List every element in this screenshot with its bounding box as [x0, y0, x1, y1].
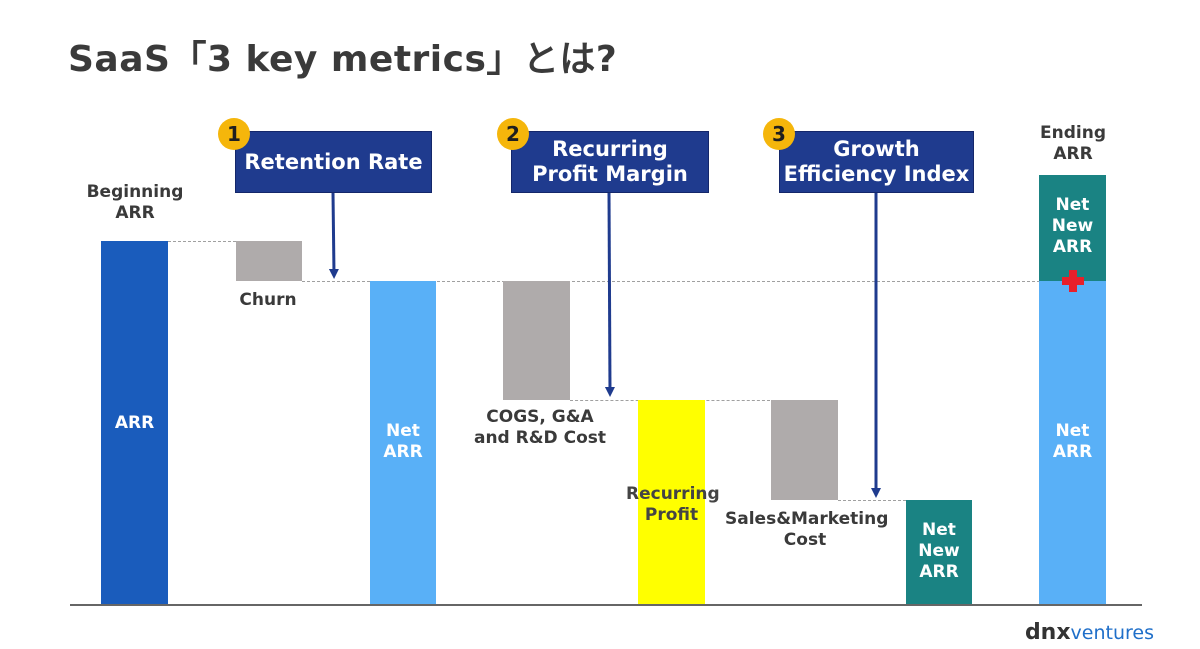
- recurring-profit-margin-callout: Recurring Profit Margin: [511, 131, 709, 193]
- logo-accent: ventures: [1070, 622, 1154, 644]
- connector-line: [302, 281, 1070, 282]
- ending-arr-label: Ending ARR: [1040, 123, 1106, 164]
- cogs-bar: [503, 281, 570, 400]
- beginning-arr-label: Beginning ARR: [86, 182, 184, 223]
- metric-3-badge: 3: [763, 118, 795, 150]
- retention-arrow: [328, 192, 339, 279]
- arr-bar-label: ARR: [114, 413, 155, 433]
- baseline: [70, 604, 1142, 606]
- plus-icon: [1062, 270, 1084, 292]
- connector-line: [168, 241, 236, 242]
- net-new-arr-bar-label: Net New ARR: [918, 520, 960, 582]
- sales-marketing-label: Sales&Marketing Cost: [725, 509, 889, 550]
- sales-marketing-bar: [771, 400, 838, 500]
- recurring-profit-bar-label: Recurring Profit: [626, 484, 720, 525]
- metric-2-badge: 2: [497, 118, 529, 150]
- retention-rate-callout: Retention Rate: [235, 131, 432, 193]
- ending-net-arr-bar-label: Net ARR: [1052, 421, 1093, 462]
- net-arr-bar-label: Net ARR: [383, 421, 423, 462]
- connector-line: [838, 500, 906, 501]
- churn-label: Churn: [239, 290, 297, 310]
- profit-margin-arrow: [604, 192, 615, 397]
- arr-bar: ARR: [101, 241, 168, 604]
- page-title: SaaS「3 key metrics」とは?: [68, 39, 618, 80]
- recurring-profit-bar: Recurring Profit: [626, 400, 720, 604]
- net-arr-bar: Net ARR: [370, 281, 436, 604]
- metric-1-badge: 1: [218, 118, 250, 150]
- dnx-ventures-logo: dnxventures: [1025, 620, 1154, 645]
- ending-net-new-arr-bar-label: Net New ARR: [1051, 195, 1094, 257]
- logo-main: dnx: [1024, 620, 1071, 645]
- ending-net-new-arr-bar: Net New ARR: [1039, 175, 1106, 281]
- cogs-label: COGS, G&A and R&D Cost: [473, 407, 606, 448]
- ending-net-arr-bar: Net ARR: [1039, 281, 1106, 604]
- net-new-arr-bar: Net New ARR: [906, 500, 972, 604]
- growth-efficiency-callout: Growth Efficiency Index: [779, 131, 974, 193]
- churn-bar: [236, 241, 302, 281]
